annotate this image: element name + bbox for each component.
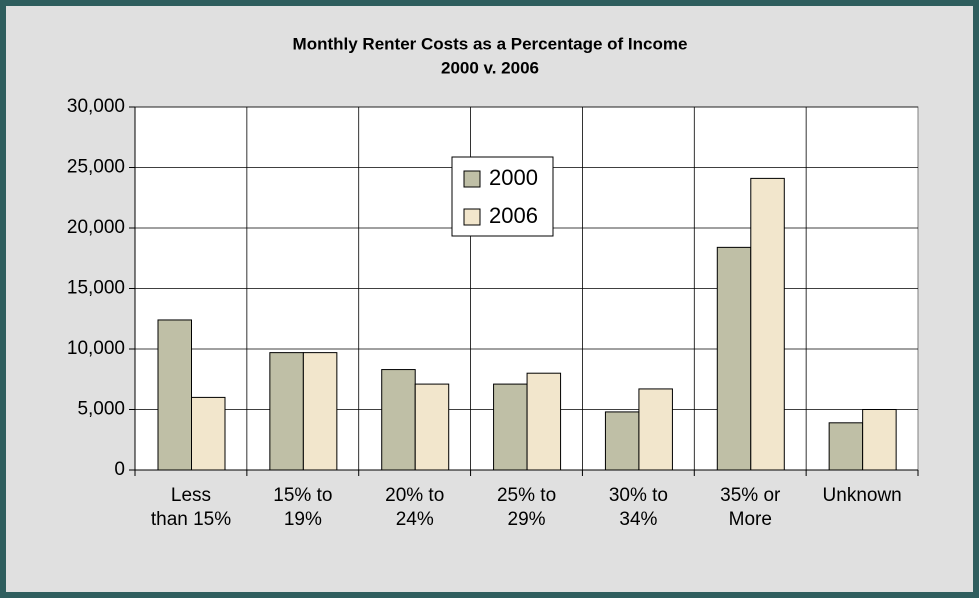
x-tick-label: 15% to 19% <box>273 485 333 530</box>
legend-label: 2000 <box>489 165 538 190</box>
bar <box>493 383 528 471</box>
x-tick-label: 25% to 29% <box>496 485 557 530</box>
x-tick-label: 35% or More <box>720 485 781 530</box>
y-tick-label: 20,000 <box>67 217 125 238</box>
legend-swatch <box>463 208 481 226</box>
y-tick-label: 10,000 <box>67 338 125 359</box>
x-tick-label: 20% to 24% <box>385 485 445 530</box>
chart-subtitle: 2000 v. 2006 <box>441 58 539 77</box>
y-tick-label: 15,000 <box>67 278 125 299</box>
y-tick-label: 5,000 <box>77 399 125 420</box>
bar <box>302 352 338 471</box>
chart-title: Monthly Renter Costs as a Percentage of … <box>293 34 688 53</box>
x-tick-label: Unknown <box>822 485 902 506</box>
bar <box>526 372 562 471</box>
y-tick-label: 30,000 <box>67 96 125 117</box>
x-tick-label: 30% to 34% <box>608 485 668 530</box>
y-tick-label: 25,000 <box>67 157 125 178</box>
bar <box>638 388 673 471</box>
bar <box>269 352 304 471</box>
bar <box>862 409 897 471</box>
y-tick-label: 0 <box>114 459 125 480</box>
bar <box>716 246 752 471</box>
x-tick-label: Less than 15% <box>150 485 232 530</box>
bar <box>750 177 785 471</box>
bar <box>414 383 450 471</box>
legend-label: 2006 <box>489 203 538 228</box>
bar <box>381 369 416 471</box>
bar <box>191 396 226 471</box>
bar <box>157 319 192 471</box>
legend-swatch <box>463 170 481 188</box>
bar <box>828 422 864 471</box>
bar <box>604 411 640 471</box>
